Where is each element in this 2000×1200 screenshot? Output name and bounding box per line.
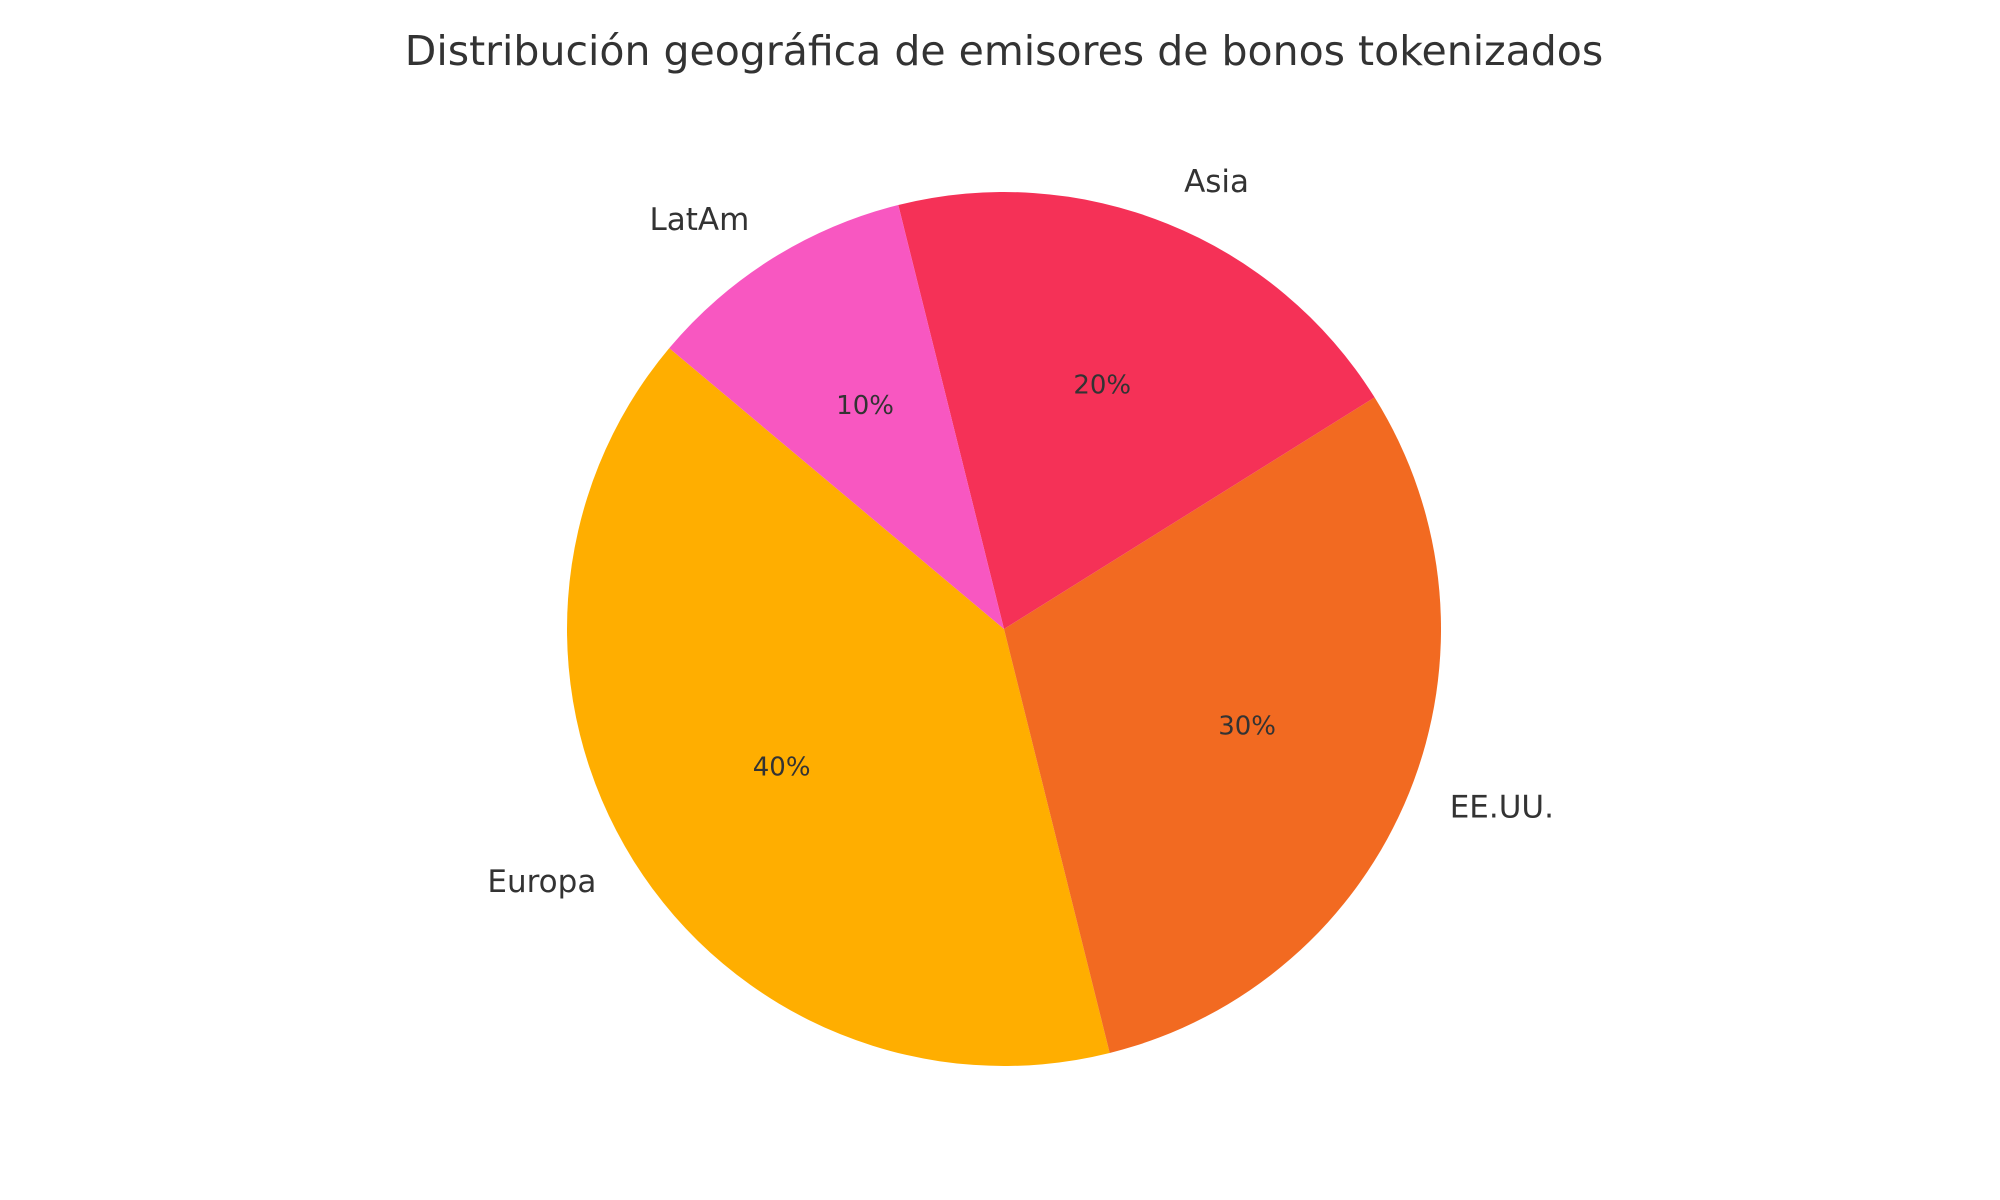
pie-slices <box>566 192 1441 1067</box>
slice-label-latam: LatAm <box>649 202 749 238</box>
pie-slice-europa <box>566 348 1110 1067</box>
slice-label-europa: Europa <box>487 864 596 900</box>
slice-pct-asia: 20% <box>1073 370 1131 400</box>
pie-slice-asia <box>898 192 1375 629</box>
pie-labels: Europa 40% EE.UU. 30% Asia 20% LatAm 10% <box>487 164 1554 900</box>
chart-title: Distribución geográfica de emisores de b… <box>405 27 1603 75</box>
slice-label-asia: Asia <box>1184 164 1249 200</box>
slice-pct-latam: 10% <box>836 391 894 421</box>
slice-label-ee-uu: EE.UU. <box>1450 790 1554 826</box>
slice-pct-ee-uu: 30% <box>1218 712 1276 742</box>
slice-pct-europa: 40% <box>753 752 811 782</box>
pie-slice-latam <box>669 204 1004 629</box>
pie-slice-ee-uu <box>1004 397 1441 1054</box>
